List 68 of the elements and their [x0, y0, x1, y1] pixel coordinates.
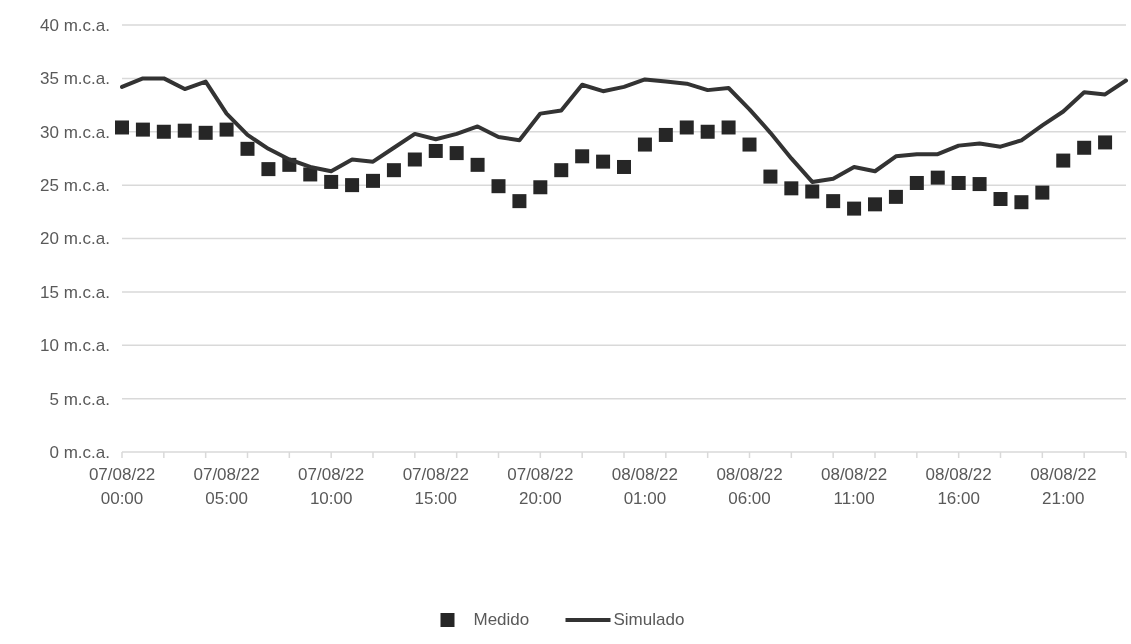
- y-tick-label: 20 m.c.a.: [40, 229, 110, 249]
- point: [554, 163, 569, 178]
- y-tick-label: 15 m.c.a.: [40, 282, 110, 302]
- y-tick-label: 5 m.c.a.: [49, 389, 110, 409]
- point: [156, 124, 171, 139]
- point: [407, 152, 422, 167]
- legend-label: Medido: [473, 610, 530, 629]
- point: [679, 120, 694, 135]
- x-tick-label: 08/08/22 16:00: [925, 465, 992, 508]
- line-series: [120, 76, 1128, 184]
- point: [805, 184, 820, 199]
- point: [1056, 153, 1071, 168]
- point: [721, 120, 736, 135]
- point: [198, 125, 213, 140]
- x-tick-label: 08/08/22 06:00: [716, 465, 783, 508]
- point: [324, 174, 339, 189]
- point: [637, 137, 652, 152]
- point: [826, 194, 841, 209]
- point: [1098, 135, 1113, 150]
- y-tick-label: 10 m.c.a.: [40, 336, 110, 356]
- point: [575, 149, 590, 164]
- point: [951, 175, 966, 190]
- point: [658, 127, 673, 142]
- point: [993, 192, 1008, 206]
- x-tick-label: 08/08/22 21:00: [1030, 465, 1097, 508]
- point: [261, 162, 276, 177]
- point: [1077, 140, 1092, 155]
- point: [533, 180, 548, 195]
- point: [428, 143, 443, 158]
- x-tick-label: 07/08/22 00:00: [88, 465, 156, 508]
- point: [596, 154, 611, 169]
- point: [115, 120, 129, 135]
- y-tick-label: 40 m.c.a.: [40, 15, 110, 35]
- point: [888, 189, 903, 204]
- x-tick-label: 07/08/22 10:00: [298, 465, 365, 508]
- x-tick-label: 07/08/22 20:00: [507, 465, 574, 508]
- point: [868, 197, 882, 212]
- x-tick-label: 08/08/22 11:00: [820, 465, 888, 508]
- point: [763, 169, 778, 184]
- point: [240, 141, 255, 156]
- point: [909, 175, 924, 190]
- point: [366, 173, 380, 188]
- y-tick-label: 25 m.c.a.: [40, 176, 110, 196]
- point: [449, 146, 464, 161]
- legend-label: Simulado: [613, 610, 685, 629]
- point: [345, 178, 360, 193]
- point: [784, 181, 799, 196]
- point: [470, 157, 485, 172]
- point: [177, 123, 192, 138]
- x-tick-label: 07/08/22 05:00: [193, 465, 260, 508]
- y-tick-label: 35 m.c.a.: [40, 69, 110, 89]
- point: [847, 201, 862, 216]
- point: [972, 177, 987, 192]
- point: [219, 122, 234, 137]
- x-tick-label: 07/08/22 15:00: [402, 465, 469, 508]
- point: [135, 122, 150, 137]
- point: [617, 159, 631, 174]
- point: [700, 124, 715, 139]
- point: [512, 194, 527, 209]
- y-tick-label: 30 m.c.a.: [40, 122, 110, 142]
- point: [386, 163, 401, 178]
- x-tick-label: 08/08/22 01:00: [611, 465, 679, 508]
- point: [1035, 185, 1050, 200]
- point: [491, 179, 506, 194]
- y-tick-label: 0 m.c.a.: [49, 442, 110, 462]
- point: [742, 137, 757, 152]
- point: [930, 170, 945, 185]
- point: [1014, 195, 1029, 210]
